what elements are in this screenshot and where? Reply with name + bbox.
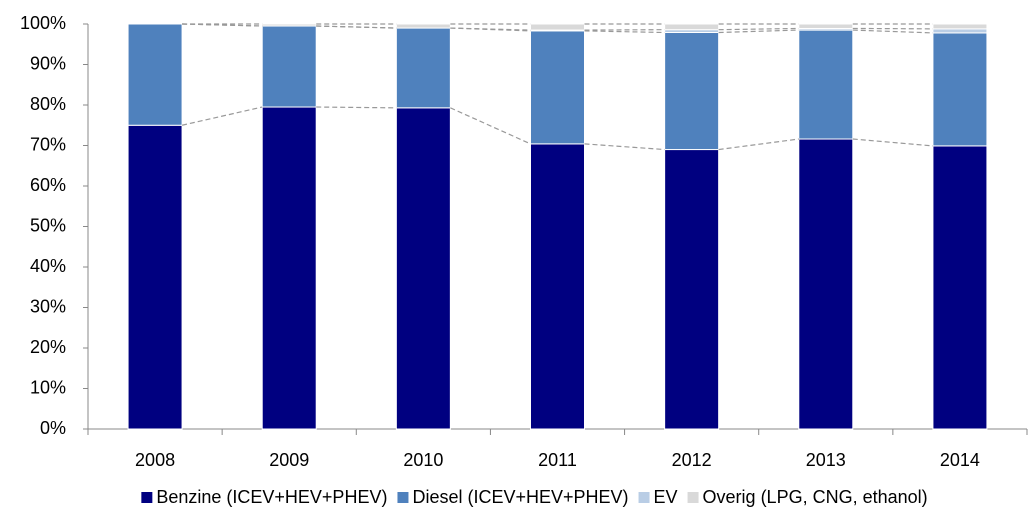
legend-label: Diesel (ICEV+HEV+PHEV): [412, 487, 628, 507]
bar-segment: [530, 143, 585, 430]
connector-line: [852, 138, 933, 147]
connector-line: [718, 27, 799, 31]
bar-segment: [261, 25, 317, 108]
y-tick-label: 40%: [30, 256, 66, 276]
bar-segment: [932, 23, 988, 30]
bar-segment: [261, 106, 317, 430]
connector-line: [718, 138, 799, 151]
legend-marker: [397, 492, 409, 503]
y-tick-label: 100%: [20, 13, 66, 33]
bar-segment: [932, 32, 988, 147]
y-tick-label: 0%: [40, 418, 66, 438]
bar-segment: [932, 145, 988, 430]
x-tick-label: 2010: [403, 450, 443, 470]
legend-marker: [141, 492, 153, 503]
bar-segment: [664, 149, 720, 430]
bar-segment: [798, 23, 854, 29]
connector-line: [584, 30, 665, 34]
legend-marker: [638, 492, 650, 503]
connector-line: [316, 25, 397, 29]
bar-segment: [530, 30, 585, 145]
bar-segment: [798, 138, 854, 430]
y-tick-label: 10%: [30, 377, 66, 397]
legend-label: EV: [654, 487, 678, 507]
connector-line: [182, 23, 263, 27]
bar-segment: [127, 23, 183, 126]
bar-segment: [261, 23, 317, 27]
bar-segment: [798, 29, 854, 140]
bar-segment: [664, 32, 720, 151]
y-tick-label: 30%: [30, 296, 66, 316]
bar-segment: [664, 23, 720, 31]
connector-line: [181, 106, 263, 126]
x-tick-label: 2014: [940, 450, 980, 470]
bar-segment: [932, 28, 988, 34]
x-tick-label: 2012: [672, 450, 712, 470]
connector-line: [450, 27, 531, 31]
connector-line: [584, 143, 665, 151]
y-tick-label: 90%: [30, 53, 66, 73]
bar-segment: [530, 23, 585, 31]
connector-line: [852, 29, 933, 34]
y-tick-label: 50%: [30, 215, 66, 235]
legend-label: Overig (LPG, CNG, ethanol): [703, 487, 928, 507]
x-tick-label: 2009: [269, 450, 309, 470]
x-tick-label: 2011: [538, 450, 577, 470]
connector-line: [316, 106, 397, 109]
y-tick-label: 80%: [30, 94, 66, 114]
bar-segment: [395, 27, 451, 109]
y-tick-label: 70%: [30, 134, 66, 154]
x-tick-label: 2008: [135, 450, 175, 470]
x-tick-label: 2013: [806, 450, 846, 470]
bar-segment: [395, 23, 451, 29]
connector-line: [718, 29, 799, 34]
bar-segment: [127, 124, 183, 430]
y-tick-label: 20%: [30, 337, 66, 357]
bar-segment: [395, 107, 451, 430]
legend-marker: [687, 492, 699, 503]
y-tick-label: 60%: [30, 175, 66, 195]
connector-line: [450, 107, 531, 145]
legend-label: Benzine (ICEV+HEV+PHEV): [156, 487, 387, 507]
